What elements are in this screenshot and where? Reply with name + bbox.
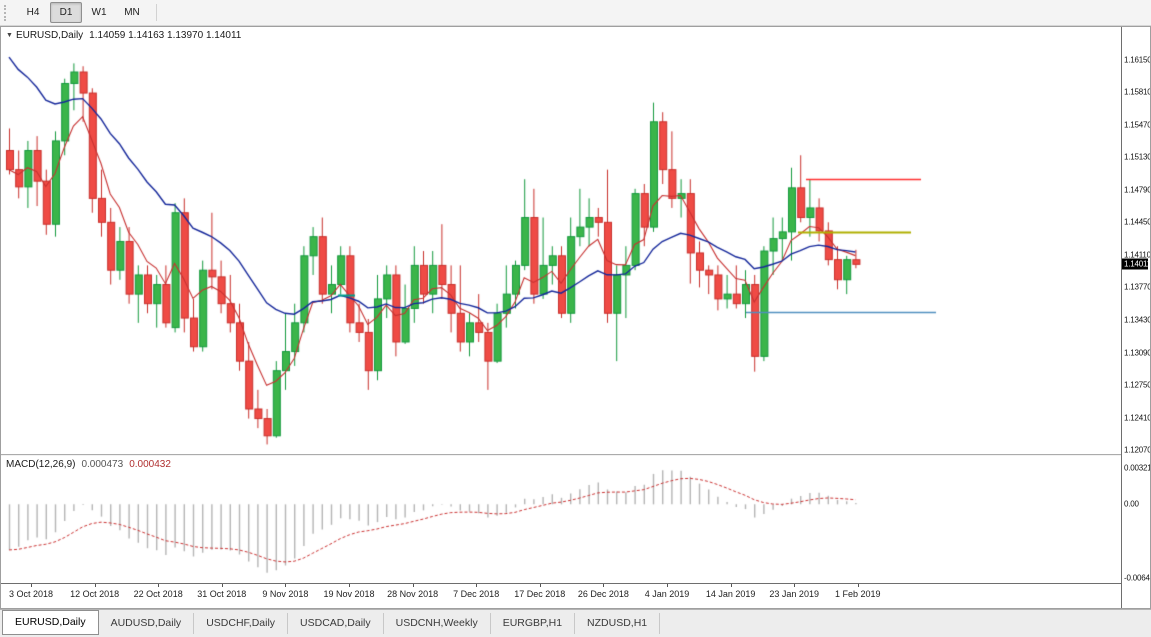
- time-axis-tick: [349, 584, 350, 587]
- time-axis-tick: [794, 584, 796, 587]
- macd-axis-label: 0.00: [1124, 499, 1139, 509]
- price-axis-label: 1.14790: [1124, 185, 1150, 195]
- price-axis-label: 1.14110: [1124, 250, 1150, 260]
- date-axis-label: 22 Oct 2018: [133, 589, 183, 599]
- timeframe-button-w1[interactable]: W1: [91, 7, 107, 18]
- timeframe-button-mn[interactable]: MN: [124, 7, 140, 18]
- time-axis-tick: [857, 584, 859, 587]
- chart-tab-eurgbp-h1[interactable]: EURGBP,H1: [491, 613, 576, 634]
- price-axis-label: 1.15130: [1124, 152, 1150, 162]
- macd-axis-label: -0.006485: [1124, 573, 1150, 583]
- macd-name: MACD(12,26,9): [6, 459, 76, 470]
- time-axis-tick: [94, 584, 96, 587]
- time-axis-tick: [158, 584, 160, 587]
- chart-title: ▼ EURUSD,Daily 1.14059 1.14163 1.13970 1.1…: [6, 30, 241, 41]
- chart-area: ▼ EURUSD,Daily 1.14059 1.14163 1.13970 1.1…: [1, 27, 1150, 608]
- date-axis-label: 14 Jan 2019: [705, 589, 756, 599]
- chart-symbol-label: EURUSD,Daily: [15, 30, 84, 41]
- date-axis-label: 9 Nov 2018: [262, 589, 309, 599]
- date-axis-label: 26 Dec 2018: [577, 589, 629, 599]
- macd-main-value: 0.000473: [81, 459, 124, 470]
- price-axis-label: 1.14450: [1124, 217, 1150, 227]
- date-axis-label: 31 Oct 2018: [197, 589, 247, 599]
- time-axis-tick: [31, 584, 32, 587]
- date-axis-label: 7 Dec 2018: [453, 589, 500, 599]
- price-axis-label: 1.12070: [1124, 445, 1150, 455]
- timeframe-button-d1[interactable]: D1: [50, 2, 82, 23]
- chart-tab-usdcad-daily[interactable]: USDCAD,Daily: [288, 613, 384, 634]
- time-axis-tick: [285, 584, 287, 587]
- price-axis-label: 1.12750: [1124, 380, 1150, 390]
- current-price-badge: 1.14011: [1122, 258, 1150, 270]
- chart-marker-icon: ▼: [6, 32, 13, 39]
- date-axis-label: 28 Nov 2018: [387, 589, 439, 599]
- macd-indicator-canvas[interactable]: [1, 456, 1121, 583]
- toolbar-separator: [156, 4, 157, 21]
- price-axis-label: 1.13770: [1124, 282, 1150, 292]
- time-axis-tick: [221, 584, 223, 587]
- macd-axis-label: 0.003216: [1124, 463, 1150, 473]
- chart-window: ▼ EURUSD,Daily 1.14059 1.14163 1.13970 1.1…: [0, 26, 1151, 609]
- chart-tab-audusd-daily[interactable]: AUDUSD,Daily: [99, 613, 195, 634]
- price-axis-label: 1.13430: [1124, 315, 1150, 325]
- toolbar-drag-handle-icon[interactable]: [4, 4, 10, 21]
- time-axis-tick: [412, 584, 414, 587]
- chart-tab-nzdusd-h1[interactable]: NZDUSD,H1: [575, 613, 661, 634]
- time-axis-line: [1, 583, 1121, 584]
- date-axis-label: 1 Feb 2019: [835, 589, 881, 599]
- date-axis-label: 17 Dec 2018: [514, 589, 566, 599]
- chart-tab-bar: EURUSD,Daily AUDUSD,Daily USDCHF,Daily USDC…: [0, 609, 1151, 637]
- date-axis-label: 23 Jan 2019: [769, 589, 819, 599]
- price-axis-label: 1.13090: [1124, 348, 1150, 358]
- date-axis-label: 3 Oct 2018: [8, 589, 54, 599]
- timeframe-button-group: H4 D1 W1 MN: [17, 2, 148, 23]
- date-axis-label: 4 Jan 2019: [644, 589, 690, 599]
- chart-tab-usdcnh-weekly[interactable]: USDCNH,Weekly: [384, 613, 491, 634]
- macd-signal-value: 0.000432: [129, 459, 171, 470]
- timeframe-toolbar: H4 D1 W1 MN: [0, 0, 1151, 26]
- time-axis-tick: [667, 584, 668, 587]
- time-axis-tick: [539, 584, 541, 587]
- date-axis-label: 19 Nov 2018: [323, 589, 375, 599]
- price-axis-label: 1.16150: [1124, 55, 1150, 65]
- time-axis: 3 Oct 2018 12 Oct 2018 22 Oct 2018 31 Oct 2…: [1, 584, 1121, 608]
- timeframe-button-h4[interactable]: H4: [26, 7, 40, 18]
- price-axis-label: 1.12410: [1124, 413, 1150, 423]
- time-axis-tick: [730, 584, 732, 587]
- macd-indicator-label: MACD(12,26,9) 0.000473 0.000432: [6, 459, 171, 470]
- pane-splitter[interactable]: [1, 454, 1121, 456]
- main-chart-canvas[interactable]: [1, 27, 1121, 454]
- price-axis[interactable]: 1.16150 1.15810 1.15470 1.15130 1.14790 1.144…: [1121, 27, 1150, 608]
- chart-tab-usdchf-daily[interactable]: USDCHF,Daily: [194, 613, 289, 634]
- price-axis-label: 1.15810: [1124, 87, 1150, 97]
- chart-ohlc-values: 1.14059 1.14163 1.13970 1.14011: [89, 30, 242, 41]
- date-axis-label: 12 Oct 2018: [70, 589, 120, 599]
- chart-tab-eurusd-daily[interactable]: EURUSD,Daily: [2, 610, 99, 635]
- time-axis-tick: [603, 584, 605, 587]
- time-axis-tick: [476, 584, 478, 587]
- price-axis-label: 1.15470: [1124, 120, 1150, 130]
